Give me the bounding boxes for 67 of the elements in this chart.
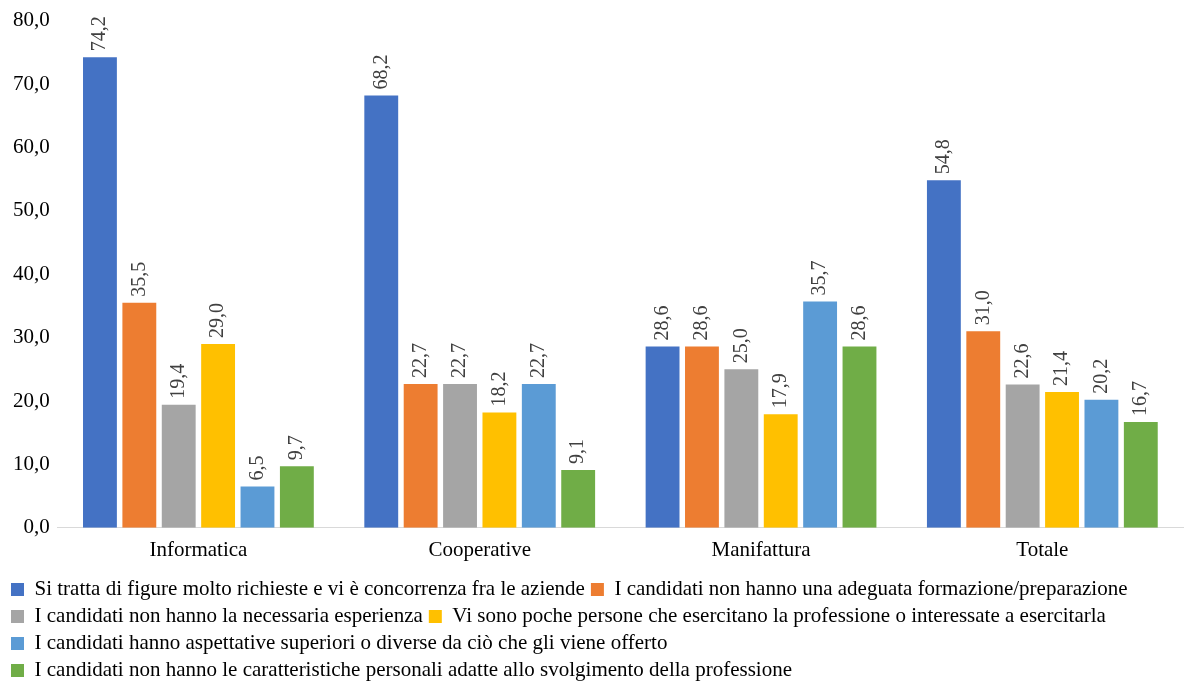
legend-label: I candidati non hanno le caratteristiche personali adatte allo svolgimento della professione xyxy=(34,657,792,682)
data-label: 68,2 xyxy=(368,54,391,90)
data-label: 22,7 xyxy=(407,342,430,378)
data-label: 16,7 xyxy=(1128,380,1151,416)
y-tick-label: 10,0 xyxy=(13,450,50,475)
data-label: 22,6 xyxy=(1009,343,1032,379)
data-label: 6,5 xyxy=(244,455,267,481)
data-label: 17,9 xyxy=(767,373,790,409)
data-label: 28,6 xyxy=(846,305,869,341)
y-tick-label: 20,0 xyxy=(13,387,50,412)
data-label: 31,0 xyxy=(970,290,993,326)
data-label: 9,7 xyxy=(284,435,307,461)
y-tick-label: 40,0 xyxy=(13,260,50,285)
bar xyxy=(561,470,596,528)
data-label: 19,4 xyxy=(165,363,188,399)
legend-label: I candidati non hanno una adeguata formazione/preparazione xyxy=(614,576,1128,601)
data-label: 20,2 xyxy=(1088,358,1111,394)
bar xyxy=(926,180,961,528)
legend-label: I candidati non hanno la necessaria esperienza xyxy=(34,603,424,628)
bar xyxy=(521,383,556,528)
bar xyxy=(279,466,314,528)
data-label: 22,7 xyxy=(447,342,470,378)
bar xyxy=(842,346,877,528)
bar xyxy=(443,383,477,528)
data-label: 35,7 xyxy=(807,260,830,296)
bar xyxy=(364,95,399,528)
legend-label: Si tratta di figure molto richieste e vi è concorrenza fra le aziende xyxy=(34,576,585,601)
data-label: 21,4 xyxy=(1049,351,1072,387)
y-tick-label: 0,0 xyxy=(23,514,50,539)
bar xyxy=(966,331,1001,528)
bar xyxy=(685,346,719,528)
bar xyxy=(1005,384,1040,528)
data-label: 74,2 xyxy=(87,16,110,52)
data-label: 54,8 xyxy=(931,139,954,175)
bar xyxy=(1045,392,1079,528)
bar xyxy=(482,412,517,528)
x-tick-label: Cooperative xyxy=(428,536,532,561)
data-label: 9,1 xyxy=(565,439,588,465)
y-tick-label: 50,0 xyxy=(13,197,50,222)
bar xyxy=(803,301,838,528)
y-tick-label: 60,0 xyxy=(13,133,50,158)
data-label: 28,6 xyxy=(689,305,712,341)
bar xyxy=(1084,399,1119,528)
x-tick-label: Totale xyxy=(1016,536,1069,561)
bar xyxy=(1123,421,1158,528)
legend-label: I candidati hanno aspettative superiori o diverse da ciò che gli viene offerto xyxy=(34,630,668,655)
bar xyxy=(763,414,798,528)
bar xyxy=(403,383,438,528)
y-tick-label: 30,0 xyxy=(13,324,50,349)
bar xyxy=(240,486,275,528)
x-tick-label: Informatica xyxy=(149,536,249,561)
data-label: 28,6 xyxy=(649,305,672,341)
bar xyxy=(122,302,157,528)
data-label: 25,0 xyxy=(728,328,751,364)
data-label: 35,5 xyxy=(126,261,149,297)
bar xyxy=(161,404,196,528)
bar xyxy=(645,346,680,528)
legend-label: Vi sono poche persone che esercitano la professione o interessate a esercitarla xyxy=(452,603,1107,628)
y-tick-label: 80,0 xyxy=(13,7,50,32)
x-tick-label: Manifattura xyxy=(711,536,812,561)
data-label: 22,7 xyxy=(526,342,549,378)
bar xyxy=(724,369,759,528)
bar xyxy=(201,343,236,528)
data-label: 18,2 xyxy=(486,371,509,407)
data-label: 29,0 xyxy=(205,302,228,338)
bar xyxy=(83,57,117,528)
y-tick-label: 70,0 xyxy=(13,70,50,95)
